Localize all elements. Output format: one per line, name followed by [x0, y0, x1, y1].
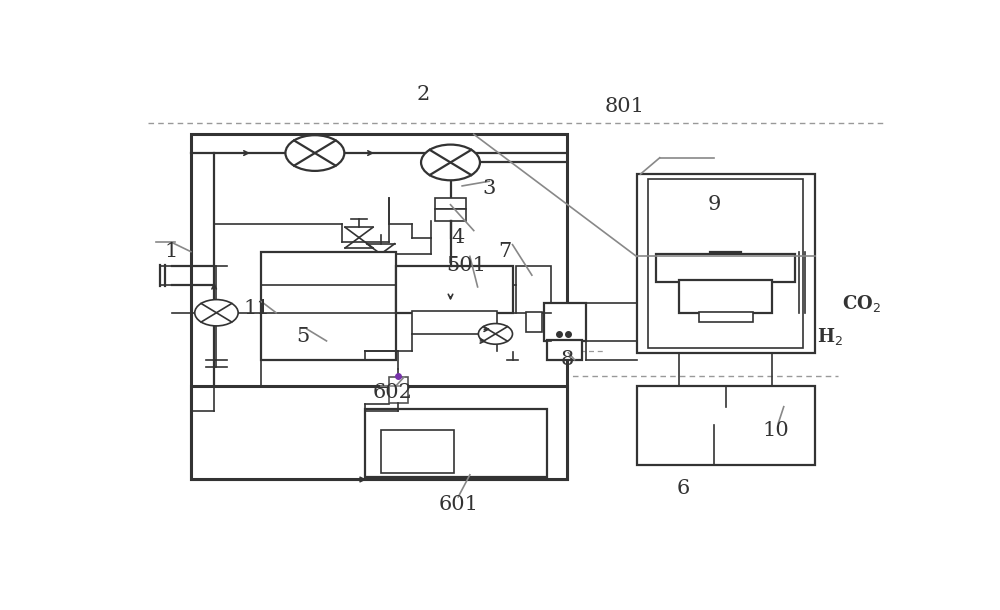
- Text: 3: 3: [483, 179, 496, 198]
- Bar: [637, 386, 815, 465]
- Text: 601: 601: [438, 495, 478, 514]
- Bar: [412, 311, 497, 334]
- Circle shape: [421, 145, 480, 181]
- Bar: [526, 312, 542, 332]
- Text: 602: 602: [372, 383, 412, 402]
- Bar: [388, 377, 408, 403]
- Bar: [435, 209, 466, 221]
- Bar: [544, 303, 586, 341]
- Bar: [191, 134, 567, 479]
- Bar: [679, 280, 772, 313]
- Text: 9: 9: [707, 195, 721, 214]
- Text: 6: 6: [676, 479, 690, 498]
- Circle shape: [478, 323, 512, 344]
- Bar: [547, 340, 582, 360]
- Bar: [381, 430, 454, 473]
- Circle shape: [285, 135, 344, 171]
- Text: 801: 801: [605, 96, 645, 115]
- Bar: [648, 179, 803, 348]
- Text: 2: 2: [417, 85, 430, 104]
- Bar: [435, 198, 466, 209]
- Bar: [698, 312, 753, 322]
- Bar: [637, 174, 815, 353]
- Text: 1: 1: [165, 242, 178, 261]
- Bar: [191, 386, 567, 479]
- Circle shape: [195, 300, 238, 326]
- Text: 11: 11: [243, 298, 270, 318]
- Text: 7: 7: [498, 242, 511, 261]
- Bar: [365, 409, 547, 477]
- Text: 4: 4: [452, 228, 465, 247]
- Bar: [656, 254, 795, 282]
- Bar: [261, 252, 396, 360]
- Text: 5: 5: [297, 327, 310, 346]
- Text: H$_2$: H$_2$: [817, 326, 843, 346]
- Text: 10: 10: [763, 421, 789, 440]
- Bar: [516, 266, 551, 313]
- Text: 501: 501: [446, 256, 486, 275]
- Text: 8: 8: [560, 350, 573, 369]
- Bar: [396, 266, 512, 313]
- Text: CO$_2$: CO$_2$: [842, 293, 881, 314]
